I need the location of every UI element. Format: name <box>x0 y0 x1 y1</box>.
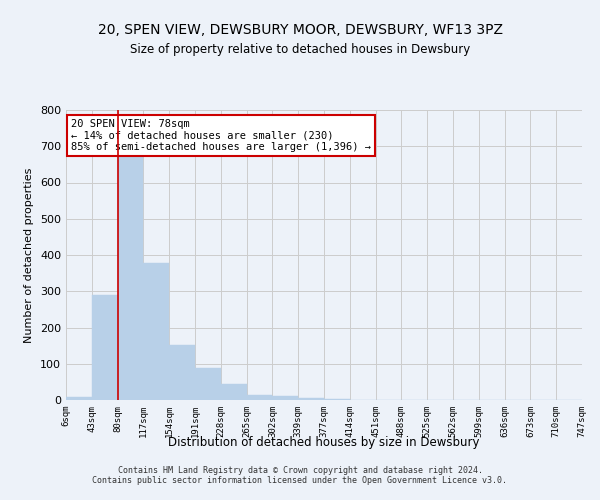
Bar <box>92 295 118 400</box>
Bar <box>221 384 247 400</box>
Bar <box>66 397 92 400</box>
Bar <box>324 398 350 400</box>
Text: 20, SPEN VIEW, DEWSBURY MOOR, DEWSBURY, WF13 3PZ: 20, SPEN VIEW, DEWSBURY MOOR, DEWSBURY, … <box>97 22 503 36</box>
Bar <box>169 345 195 400</box>
Text: Distribution of detached houses by size in Dewsbury: Distribution of detached houses by size … <box>168 436 480 449</box>
Bar <box>298 398 324 400</box>
Y-axis label: Number of detached properties: Number of detached properties <box>25 168 34 342</box>
Bar <box>195 368 221 400</box>
Bar <box>118 157 143 400</box>
Text: 20 SPEN VIEW: 78sqm
← 14% of detached houses are smaller (230)
85% of semi-detac: 20 SPEN VIEW: 78sqm ← 14% of detached ho… <box>71 118 371 152</box>
Text: Size of property relative to detached houses in Dewsbury: Size of property relative to detached ho… <box>130 42 470 56</box>
Bar <box>272 396 298 400</box>
Bar <box>247 396 272 400</box>
Text: Contains HM Land Registry data © Crown copyright and database right 2024.
Contai: Contains HM Land Registry data © Crown c… <box>92 466 508 485</box>
Bar <box>143 263 169 400</box>
